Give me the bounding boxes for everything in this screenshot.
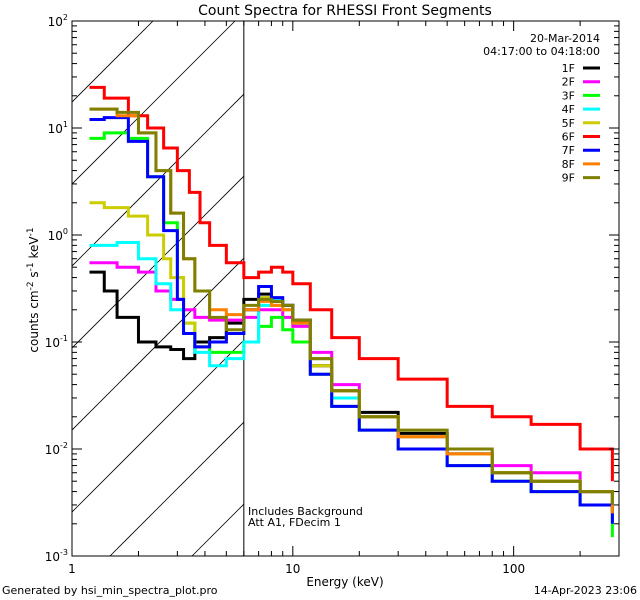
series-line-7F (89, 116, 614, 524)
series-line-2F (89, 261, 614, 505)
legend-label-9F: 9F (562, 172, 575, 185)
y-tick-label: 10-3 (45, 548, 68, 564)
hatched-region (72, 0, 640, 556)
hatch-line (109, 421, 244, 556)
annotation-attenuator: Att A1, FDecim 1 (248, 516, 341, 529)
y-tick-label: 10-1 (45, 334, 68, 350)
hatch-line (72, 21, 154, 103)
y-axis-label: counts cm-2 s-1 keV-1 (26, 227, 41, 352)
hatch-line (72, 339, 244, 513)
legend-label-8F: 8F (562, 158, 575, 171)
y-tick-label: 102 (48, 13, 68, 29)
legend-label-2F: 2F (562, 76, 575, 89)
legend-label-3F: 3F (562, 89, 575, 102)
footer-timestamp: 14-Apr-2023 23:06 (534, 584, 637, 597)
y-tick-label: 100 (48, 227, 68, 243)
x-axis-label: Energy (keV) (306, 575, 383, 589)
hatch-line (72, 93, 244, 267)
series-line-1F (89, 270, 614, 514)
series-line-5F (89, 201, 614, 514)
series-line-3F (89, 131, 614, 538)
y-tick-label: 10-2 (45, 441, 68, 457)
hatch-line (274, 0, 640, 556)
series-line-9F (89, 107, 614, 505)
legend-label-4F: 4F (562, 103, 575, 116)
hatch-line (72, 21, 236, 185)
plot-frame (71, 20, 620, 557)
legend-date: 20-Mar-2014 (530, 32, 600, 45)
series-line-6F (89, 85, 614, 482)
x-tick-label: 1 (68, 562, 76, 576)
annotation-background: Includes Background (248, 505, 363, 518)
legend-label-7F: 7F (562, 144, 575, 157)
legend-time-range: 04:17:00 to 04:18:00 (483, 45, 600, 58)
x-tick-label: 100 (502, 562, 525, 576)
legend-label-6F: 6F (562, 131, 575, 144)
chart-title: Count Spectra for RHESSI Front Segments (198, 3, 492, 19)
hatch-line (72, 175, 244, 349)
x-tick-label: 10 (285, 562, 300, 576)
legend-label-5F: 5F (562, 117, 575, 130)
footer-generated-by: Generated by hsi_min_spectra_plot.pro (2, 584, 218, 597)
y-tick-label: 101 (48, 120, 68, 136)
legend-label-1F: 1F (562, 62, 575, 75)
